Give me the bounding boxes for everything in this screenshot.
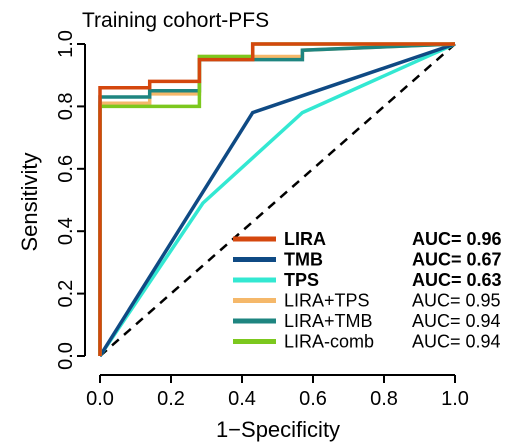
legend-auc-tmb: AUC= 0.67 bbox=[412, 250, 502, 270]
y-tick-label: 0.6 bbox=[55, 155, 77, 183]
legend-auc-tps: AUC= 0.63 bbox=[412, 270, 502, 290]
legend-auc-lira-tmb: AUC= 0.94 bbox=[412, 311, 501, 331]
x-axis-title: 1−Specificity bbox=[216, 417, 340, 442]
y-tick-label: 1.0 bbox=[55, 30, 77, 58]
legend-auc-lira-comb: AUC= 0.94 bbox=[412, 332, 501, 352]
axis-ticks: 0.0 0.2 0.4 0.6 0.8 1.0 0.0 0.2 0.4 0.6 0.8 1.0 bbox=[55, 30, 469, 410]
y-tick-label: 0.2 bbox=[55, 280, 77, 308]
x-tick-label: 0.0 bbox=[86, 388, 114, 410]
x-tick-label: 0.4 bbox=[228, 388, 256, 410]
legend-label-tps: TPS bbox=[284, 270, 319, 290]
x-tick-label: 0.2 bbox=[157, 388, 185, 410]
x-tick-label: 1.0 bbox=[441, 388, 469, 410]
y-tick-label: 0.0 bbox=[55, 342, 77, 370]
legend-label-tmb: TMB bbox=[284, 250, 323, 270]
legend: LIRA AUC= 0.96 TMB AUC= 0.67 TPS AUC= 0.63 LIR… bbox=[233, 229, 502, 352]
legend-label-lira-tmb: LIRA+TMB bbox=[284, 311, 373, 331]
series-layer bbox=[98, 42, 456, 357]
y-tick-label: 0.8 bbox=[55, 92, 77, 120]
series-line-tmb bbox=[98, 42, 456, 357]
legend-label-lira-comb: LIRA-comb bbox=[284, 332, 374, 352]
series-line-lira bbox=[98, 42, 455, 356]
legend-auc-lira: AUC= 0.96 bbox=[412, 229, 502, 249]
y-tick-label: 0.4 bbox=[55, 217, 77, 245]
x-tick-label: 0.6 bbox=[299, 388, 327, 410]
x-tick-label: 0.8 bbox=[370, 388, 398, 410]
legend-label-lira-tps: LIRA+TPS bbox=[284, 291, 370, 311]
legend-auc-lira-tps: AUC= 0.95 bbox=[412, 291, 501, 311]
y-axis-title: Sensitivity bbox=[17, 152, 42, 251]
chart-title: Training cohort-PFS bbox=[82, 9, 269, 32]
series-line-tps bbox=[98, 42, 456, 357]
legend-label-lira: LIRA bbox=[284, 229, 326, 249]
plot-area bbox=[84, 43, 456, 376]
